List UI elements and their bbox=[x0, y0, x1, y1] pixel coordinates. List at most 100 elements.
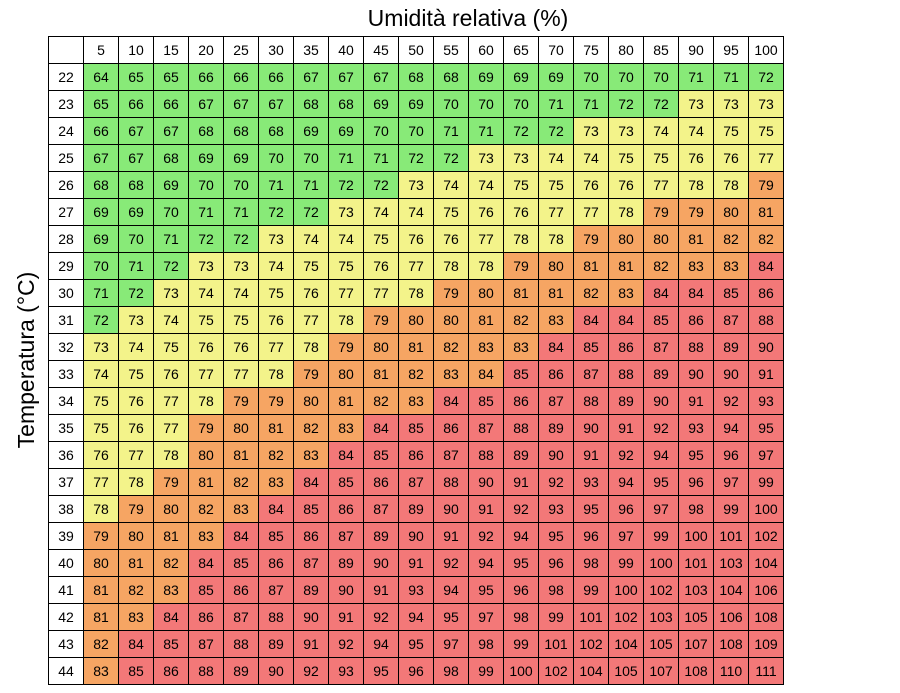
heat-index-cell: 69 bbox=[398, 90, 434, 118]
heat-index-cell: 81 bbox=[83, 576, 119, 604]
table-row: 26 68 68 69 70 70 71 71 72 72 73 74 74 75 75 76 76 77 78 78… bbox=[48, 171, 784, 199]
heat-index-cell: 80 bbox=[538, 252, 574, 280]
heat-index-cell: 81 bbox=[538, 279, 574, 307]
heat-index-cell: 78 bbox=[328, 306, 364, 334]
heat-index-cell: 80 bbox=[293, 387, 329, 415]
heat-index-cell: 85 bbox=[573, 333, 609, 361]
heat-index-cell: 89 bbox=[223, 657, 259, 685]
humidity-tick-label: 100 bbox=[748, 36, 784, 64]
heat-index-cell: 74 bbox=[433, 171, 469, 199]
heat-index-cell: 75 bbox=[608, 144, 644, 172]
table-row: 37 77 78 79 81 82 83 84 85 86 87 88 90 91 92 93 94 95 96 97… bbox=[48, 468, 784, 496]
heat-index-cell: 93 bbox=[538, 495, 574, 523]
heat-index-cell: 76 bbox=[118, 414, 154, 442]
heat-index-cell: 104 bbox=[713, 576, 749, 604]
heat-index-cell: 97 bbox=[643, 495, 679, 523]
heat-index-cell: 72 bbox=[608, 90, 644, 118]
heat-index-cell: 83 bbox=[293, 441, 329, 469]
heat-index-cell: 83 bbox=[433, 360, 469, 388]
heat-index-cell: 90 bbox=[328, 576, 364, 604]
heat-index-cell: 83 bbox=[118, 603, 154, 631]
temperature-tick-label: 33 bbox=[48, 360, 84, 388]
heat-index-cell: 92 bbox=[503, 495, 539, 523]
heat-index-cell: 81 bbox=[608, 252, 644, 280]
heat-index-cell: 96 bbox=[503, 576, 539, 604]
heat-index-cell: 108 bbox=[713, 630, 749, 658]
heat-index-cell: 84 bbox=[328, 441, 364, 469]
heat-index-cell: 90 bbox=[643, 387, 679, 415]
heat-index-cell: 72 bbox=[118, 279, 154, 307]
heat-index-cell: 106 bbox=[713, 603, 749, 631]
temperature-tick-label: 32 bbox=[48, 333, 84, 361]
heat-index-cell: 94 bbox=[433, 576, 469, 604]
heat-index-cell: 87 bbox=[573, 360, 609, 388]
heat-index-cell: 92 bbox=[468, 522, 504, 550]
heat-index-cell: 72 bbox=[433, 144, 469, 172]
heat-index-cell: 86 bbox=[153, 657, 189, 685]
heat-index-cell: 90 bbox=[573, 414, 609, 442]
heat-index-cell: 88 bbox=[468, 441, 504, 469]
heat-index-cell: 79 bbox=[573, 225, 609, 253]
heat-index-cell: 77 bbox=[258, 333, 294, 361]
heat-index-cell: 81 bbox=[223, 441, 259, 469]
heat-index-cell: 91 bbox=[468, 495, 504, 523]
heat-index-cell: 85 bbox=[363, 441, 399, 469]
table-row: 39 79 80 81 83 84 85 86 87 89 90 91 92 94 95 96 97 99 100 1… bbox=[48, 522, 784, 550]
table-row: 43 82 84 85 87 88 89 91 92 94 95 97 98 99 101 102 104 105… bbox=[48, 630, 784, 658]
heat-index-cell: 79 bbox=[328, 333, 364, 361]
heat-index-cell: 87 bbox=[713, 306, 749, 334]
heat-index-cell: 67 bbox=[328, 63, 364, 91]
heat-index-cell: 80 bbox=[153, 495, 189, 523]
heat-index-cell: 77 bbox=[363, 279, 399, 307]
heat-index-cell: 74 bbox=[328, 225, 364, 253]
heat-index-cell: 96 bbox=[398, 657, 434, 685]
heat-index-cell: 67 bbox=[223, 90, 259, 118]
heat-index-cell: 82 bbox=[748, 225, 784, 253]
temperature-tick-label: 22 bbox=[48, 63, 84, 91]
table-row: 29 70 71 72 73 73 74 75 75 76 77 78 78 79 80 81 81 82 83 83… bbox=[48, 252, 784, 280]
heat-index-cell: 69 bbox=[153, 171, 189, 199]
heat-index-cell: 87 bbox=[468, 414, 504, 442]
heat-index-cell: 83 bbox=[188, 522, 224, 550]
heat-index-cell: 99 bbox=[748, 468, 784, 496]
heat-index-cell: 77 bbox=[643, 171, 679, 199]
heat-index-cell: 77 bbox=[468, 225, 504, 253]
heat-index-cell: 74 bbox=[363, 198, 399, 226]
heat-index-cell: 85 bbox=[223, 549, 259, 577]
table-row: 30 71 72 73 74 74 75 76 77 77 78 79 80 81 81 82 83 84 84 85… bbox=[48, 279, 784, 307]
temperature-tick-label: 41 bbox=[48, 576, 84, 604]
heat-index-cell: 81 bbox=[678, 225, 714, 253]
temperature-tick-label: 26 bbox=[48, 171, 84, 199]
heat-index-cell: 70 bbox=[433, 90, 469, 118]
heat-index-cell: 86 bbox=[503, 387, 539, 415]
heat-index-cell: 88 bbox=[223, 630, 259, 658]
heat-index-cell: 96 bbox=[608, 495, 644, 523]
heat-index-cell: 65 bbox=[83, 90, 119, 118]
heat-index-cell: 90 bbox=[398, 522, 434, 550]
heat-index-cell: 71 bbox=[153, 225, 189, 253]
heat-index-cell: 80 bbox=[188, 441, 224, 469]
heat-index-cell: 70 bbox=[363, 117, 399, 145]
heat-index-cell: 89 bbox=[328, 549, 364, 577]
humidity-tick-label: 90 bbox=[678, 36, 714, 64]
heat-index-cell: 78 bbox=[503, 225, 539, 253]
heat-index-cell: 88 bbox=[573, 387, 609, 415]
heat-index-cell: 70 bbox=[608, 63, 644, 91]
heat-index-cell: 106 bbox=[748, 576, 784, 604]
heat-index-cell: 91 bbox=[293, 630, 329, 658]
table-row: 23 65 66 66 67 67 67 68 68 69 69 70 70 70 71 71 72 72 73 73… bbox=[48, 90, 784, 118]
heat-index-cell: 92 bbox=[363, 603, 399, 631]
heat-index-cell: 78 bbox=[188, 387, 224, 415]
heat-index-cell: 67 bbox=[293, 63, 329, 91]
heat-index-cell: 73 bbox=[678, 90, 714, 118]
heat-index-cell: 89 bbox=[258, 630, 294, 658]
heat-index-cell: 67 bbox=[188, 90, 224, 118]
heat-index-cell: 105 bbox=[678, 603, 714, 631]
temperature-tick-label: 31 bbox=[48, 306, 84, 334]
heat-index-cell: 81 bbox=[503, 279, 539, 307]
humidity-tick-label: 65 bbox=[503, 36, 539, 64]
heat-index-cell: 78 bbox=[398, 279, 434, 307]
heat-index-cell: 83 bbox=[258, 468, 294, 496]
heat-index-cell: 97 bbox=[713, 468, 749, 496]
heat-index-cell: 70 bbox=[573, 63, 609, 91]
